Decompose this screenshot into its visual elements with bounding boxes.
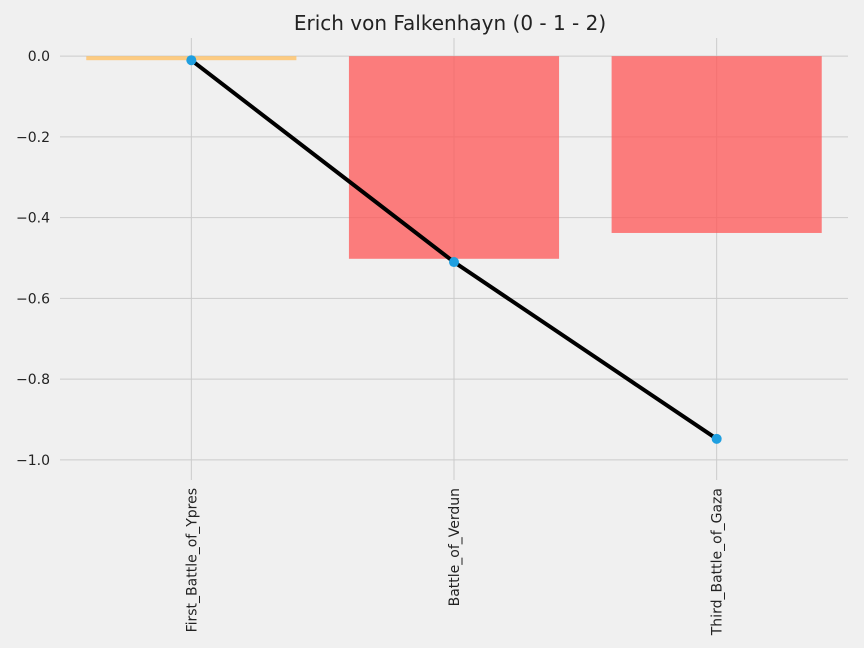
bar-Battle_of_Verdun xyxy=(348,56,560,259)
y-tick-label: −0.8 xyxy=(16,372,50,388)
y-tick-label: 0.0 xyxy=(28,49,50,65)
line-series xyxy=(186,55,722,444)
bar-Third_Battle_of_Gaza xyxy=(611,56,822,233)
tick-labels: 0.0 −0.2 −0.4 −0.6 −0.8 −1.0 First_Battle_of_Y… xyxy=(16,49,726,636)
line-point-First_Battle_of_Ypres xyxy=(186,55,197,66)
y-tick-label: −0.4 xyxy=(16,211,50,227)
chart-title: Erich von Falkenhayn (0 - 1 - 2) xyxy=(294,11,606,35)
line-point-Third_Battle_of_Gaza xyxy=(711,433,722,444)
x-tick-label: First_Battle_of_Ypres xyxy=(184,488,200,632)
bars xyxy=(86,56,822,259)
x-tick-label: Third_Battle_of_Gaza xyxy=(710,488,726,636)
y-tick-label: −0.2 xyxy=(16,130,50,146)
y-tick-label: −1.0 xyxy=(16,453,50,469)
y-tick-label: −0.6 xyxy=(16,291,50,307)
x-tick-label: Battle_of_Verdun xyxy=(447,488,463,606)
line-point-Battle_of_Verdun xyxy=(449,257,459,268)
